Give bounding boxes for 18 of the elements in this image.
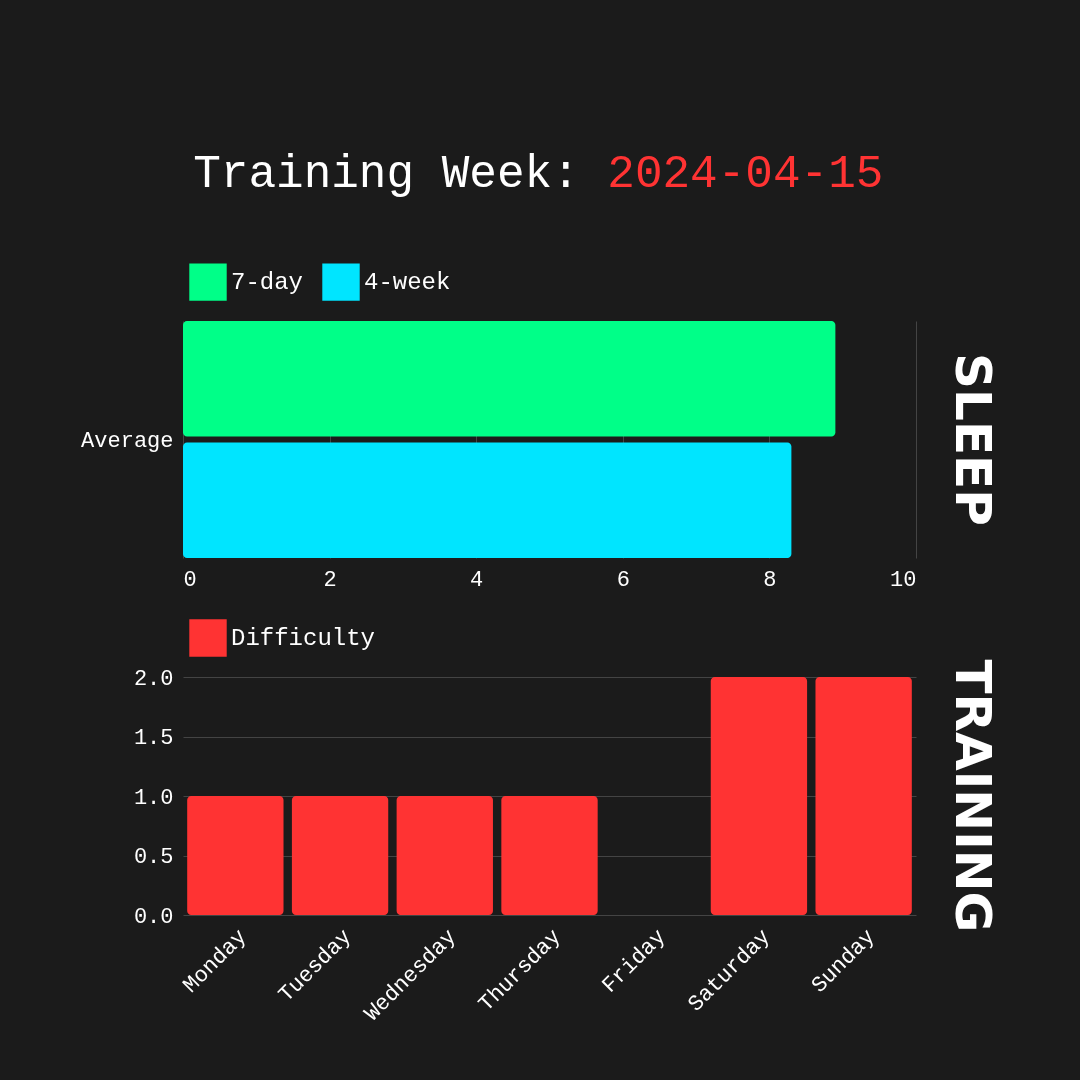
legend-label: Difficulty (231, 625, 376, 652)
x-tick-label: 2 (323, 567, 337, 593)
x-tick-label: 8 (763, 567, 777, 593)
legend-label: 7-day (231, 269, 304, 297)
text: SLEEP (944, 353, 1002, 526)
x-tick-label: 4 (470, 567, 484, 593)
x-tick-label: 0 (183, 567, 197, 593)
x-tick-label: 10 (890, 567, 917, 593)
text: TRAINING (944, 659, 1002, 933)
y-tick-label: Average (81, 428, 174, 454)
x-tick-label: 6 (616, 567, 630, 593)
y-tick-label: 0.5 (133, 845, 174, 870)
y-tick-label: 2.0 (133, 666, 174, 692)
chart-title: Training Week: 2024-04-15 (193, 149, 884, 201)
y-tick-label: 1.5 (133, 726, 174, 751)
legend-label: 4-week (364, 269, 451, 297)
y-tick-label: 1.0 (133, 785, 174, 811)
y-tick-label: 0.0 (133, 904, 174, 930)
